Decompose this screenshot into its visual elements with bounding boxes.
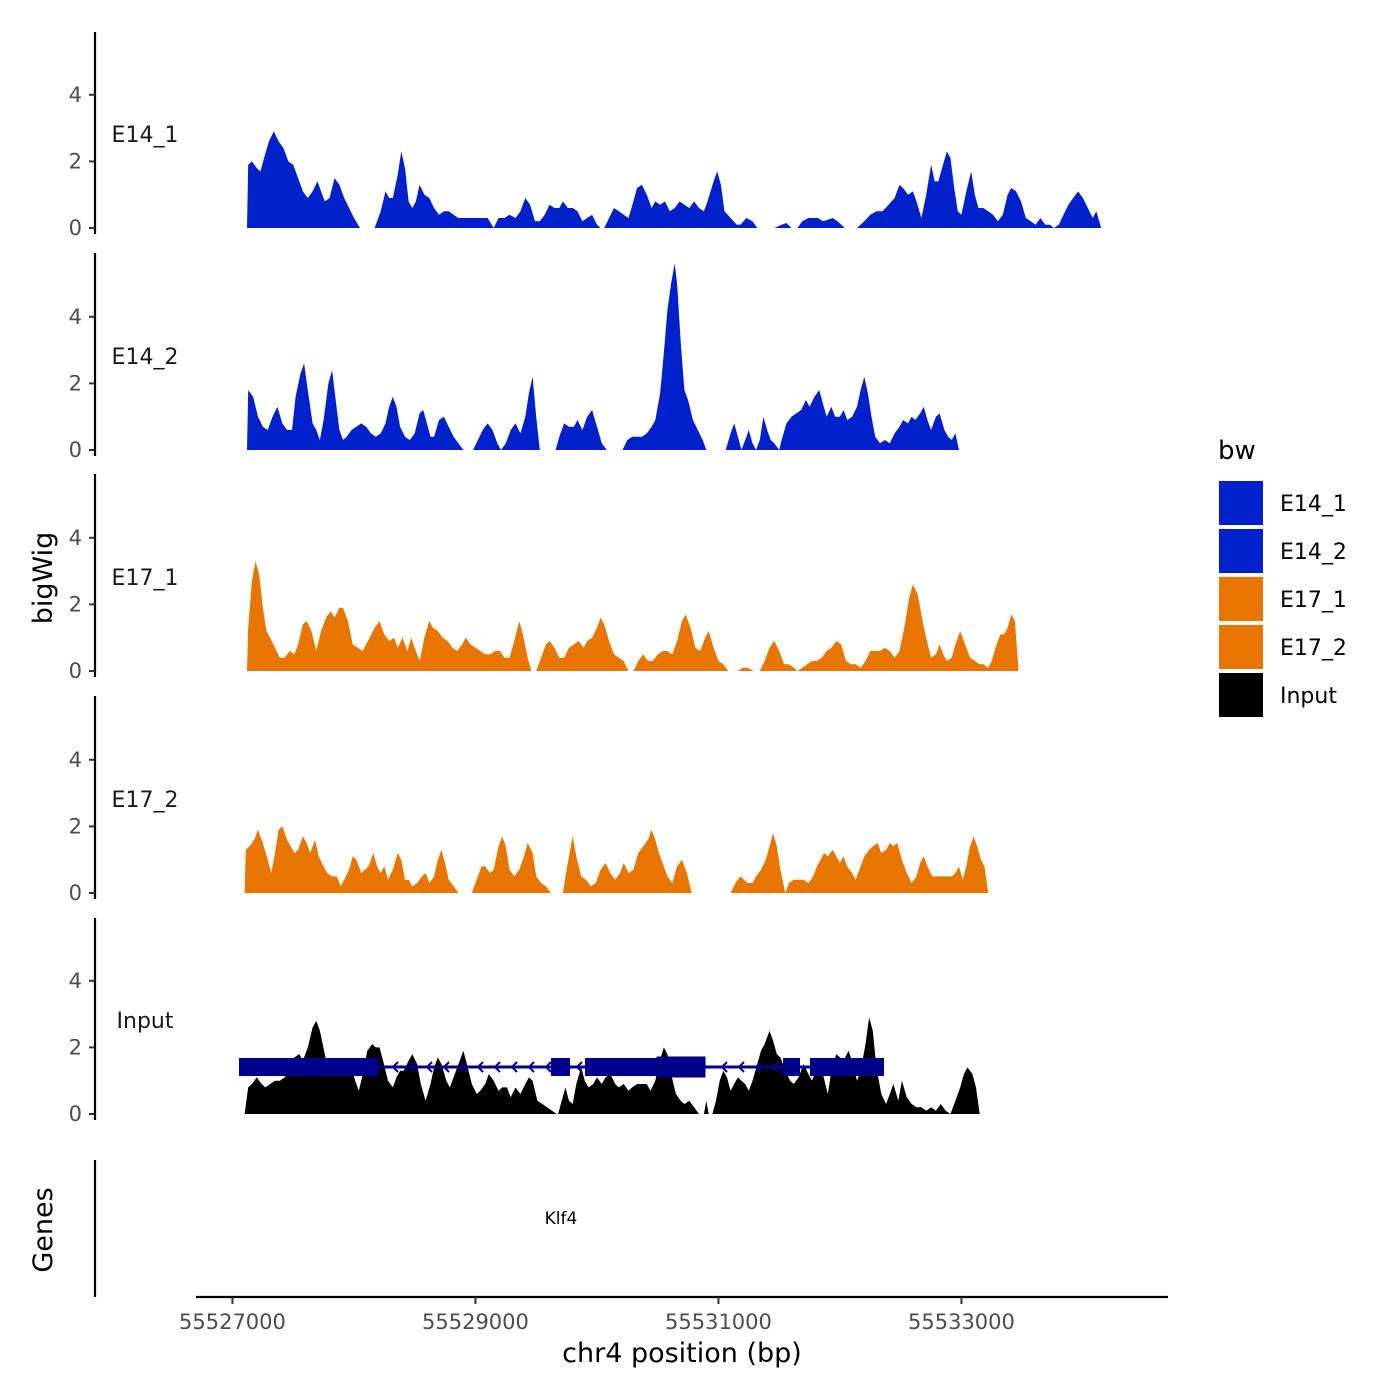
signal-tracks: 0 2 4 E14_1 0 2 4 E14_2 0 2 4 E17_1 0 2 4 E17_2 0 2 4 Input bbox=[69, 32, 1102, 1126]
track-E17_1: 0 2 4 E17_1 bbox=[69, 474, 1019, 683]
legend-label: E17_1 bbox=[1280, 588, 1347, 613]
legend-item: Input bbox=[1217, 671, 1337, 719]
legend-swatch bbox=[1217, 623, 1265, 671]
legend-swatch bbox=[1217, 479, 1265, 527]
x-tick-label: 55531000 bbox=[665, 1310, 772, 1334]
y-tick-label: 2 bbox=[69, 814, 82, 838]
y-tick-label: 0 bbox=[69, 659, 82, 683]
strand-arrow bbox=[737, 1061, 745, 1073]
strand-arrow bbox=[720, 1061, 728, 1073]
signal-area-E17_1 bbox=[247, 561, 1019, 671]
signal-area-Input bbox=[244, 1017, 980, 1114]
track-E14_1: 0 2 4 E14_1 bbox=[69, 32, 1102, 240]
legend-label: Input bbox=[1280, 684, 1337, 709]
x-tick-label: 55529000 bbox=[422, 1310, 529, 1334]
signal-area-E17_2 bbox=[244, 826, 989, 893]
legend-label: E17_2 bbox=[1280, 636, 1347, 661]
y-tick-label: 2 bbox=[69, 371, 82, 395]
x-tick-label: 55533000 bbox=[908, 1310, 1015, 1334]
strand-arrow bbox=[408, 1061, 416, 1073]
y-tick-label: 2 bbox=[69, 592, 82, 616]
gene-exon bbox=[551, 1058, 570, 1076]
legend-swatch bbox=[1217, 671, 1265, 719]
gene-exon-overlap bbox=[656, 1056, 706, 1078]
track-Input: 0 2 4 Input bbox=[69, 918, 980, 1126]
track-label: Input bbox=[117, 1009, 174, 1034]
y-tick-label: 4 bbox=[69, 526, 82, 550]
legend: bw E14_1 E14_2 E17_1 E17_2 Input bbox=[1217, 436, 1347, 719]
y-tick-label: 4 bbox=[69, 969, 82, 993]
y-axis-title-text: bigWig bbox=[28, 532, 59, 625]
legend-swatch bbox=[1217, 575, 1265, 623]
signal-area-E14_1 bbox=[247, 131, 1102, 228]
strand-arrow bbox=[476, 1061, 484, 1073]
strand-arrow bbox=[391, 1061, 399, 1073]
legend-swatch bbox=[1217, 527, 1265, 575]
gene-exon bbox=[810, 1058, 884, 1076]
strand-arrow bbox=[544, 1061, 552, 1073]
legend-item: E14_1 bbox=[1217, 479, 1347, 527]
gene-track-label: Genes bbox=[28, 1187, 59, 1272]
track-label: E14_2 bbox=[112, 345, 179, 370]
strand-arrow bbox=[771, 1061, 779, 1073]
y-tick-label: 0 bbox=[69, 881, 82, 905]
track-label: E14_1 bbox=[112, 123, 179, 148]
strand-arrow bbox=[510, 1061, 518, 1073]
track-label: E17_1 bbox=[112, 566, 179, 591]
legend-item: E14_2 bbox=[1217, 527, 1347, 575]
strand-arrow bbox=[459, 1061, 467, 1073]
strand-arrow bbox=[425, 1061, 433, 1073]
legend-item: E17_1 bbox=[1217, 575, 1347, 623]
y-tick-label: 2 bbox=[69, 1035, 82, 1059]
y-tick-label: 2 bbox=[69, 149, 82, 173]
y-tick-label: 4 bbox=[69, 305, 82, 329]
gene-exon bbox=[239, 1058, 378, 1076]
x-axis: 55527000 55529000 55531000 55533000 bbox=[179, 1295, 1168, 1334]
y-tick-label: 4 bbox=[69, 83, 82, 107]
strand-arrow bbox=[527, 1061, 535, 1073]
y-tick-label: 0 bbox=[69, 438, 82, 462]
legend-item: E17_2 bbox=[1217, 623, 1347, 671]
x-tick-label: 55527000 bbox=[179, 1310, 286, 1334]
y-axis-title: bigWig bbox=[28, 532, 59, 625]
track-label: E17_2 bbox=[112, 788, 179, 813]
strand-arrow bbox=[812, 1061, 820, 1073]
legend-title: bw bbox=[1218, 436, 1256, 466]
legend-label: E14_1 bbox=[1280, 492, 1347, 517]
gene-track: Genes Klf4 bbox=[28, 1056, 884, 1297]
track-E17_2: 0 2 4 E17_2 bbox=[69, 696, 989, 905]
track-E14_2: 0 2 4 E14_2 bbox=[69, 253, 959, 462]
gene-exon bbox=[783, 1058, 800, 1076]
legend-label: E14_2 bbox=[1280, 540, 1347, 565]
y-tick-label: 0 bbox=[69, 1102, 82, 1126]
x-axis-title: chr4 position (bp) bbox=[562, 1338, 802, 1369]
strand-arrow bbox=[754, 1061, 762, 1073]
gene-name-label: Klf4 bbox=[545, 1209, 578, 1229]
strand-arrow bbox=[442, 1061, 450, 1073]
signal-area-E14_2 bbox=[247, 263, 959, 450]
y-tick-label: 0 bbox=[69, 216, 82, 240]
strand-arrow bbox=[493, 1061, 501, 1073]
strand-arrow bbox=[575, 1061, 583, 1073]
y-tick-label: 4 bbox=[69, 748, 82, 772]
